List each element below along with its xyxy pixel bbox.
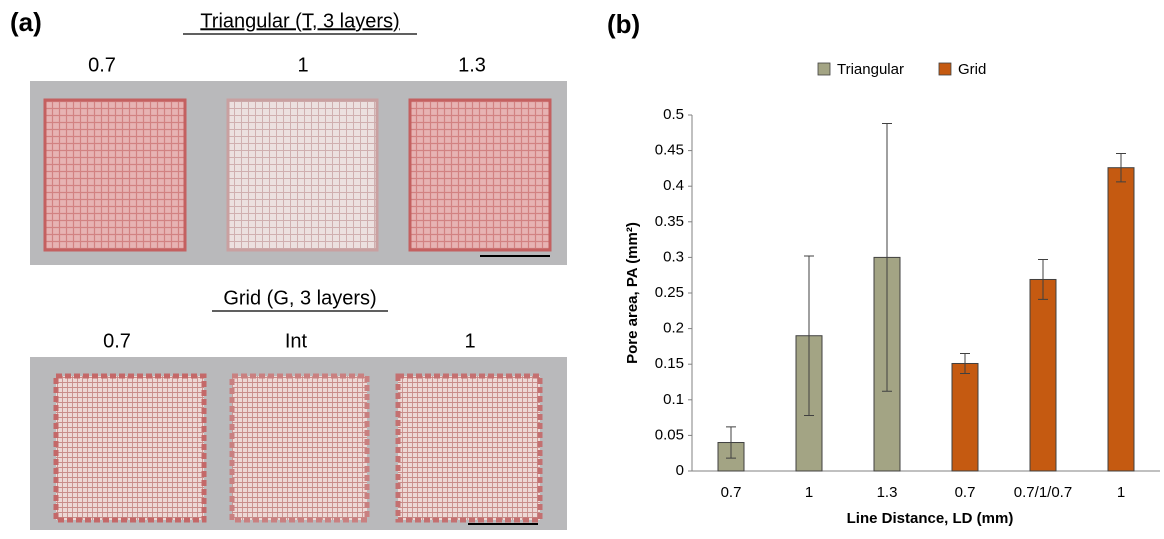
x-tick-label: 1 [805, 484, 813, 501]
panel-label: (a) [10, 7, 42, 37]
bar [1030, 279, 1056, 471]
y-tick-label: 0.45 [655, 142, 684, 159]
sample [45, 100, 185, 250]
section-title: Triangular (T, 3 layers) [200, 10, 399, 32]
y-axis-label: Pore area, PA (mm²) [624, 222, 641, 364]
x-tick-label: 0.7 [721, 484, 742, 501]
y-tick-label: 0.35 [655, 213, 684, 230]
sample-label: 1.3 [458, 54, 486, 76]
y-tick-label: 0.2 [663, 320, 684, 337]
legend-swatch [939, 63, 951, 75]
sample-label: 1 [464, 330, 475, 352]
x-tick-label: 0.7/1/0.7 [1014, 484, 1072, 501]
panel-label: (b) [607, 9, 640, 39]
y-tick-label: 0.5 [663, 106, 684, 123]
sample [56, 376, 204, 520]
sample-label: 0.7 [103, 330, 131, 352]
legend-swatch [818, 63, 830, 75]
x-tick-label: 1.3 [877, 484, 898, 501]
y-tick-label: 0 [676, 462, 684, 479]
sample [398, 376, 540, 520]
sample-label: Int [285, 330, 308, 352]
y-tick-label: 0.15 [655, 355, 684, 372]
sample-label: 0.7 [88, 54, 116, 76]
x-tick-label: 0.7 [955, 484, 976, 501]
x-axis-label: Line Distance, LD (mm) [847, 510, 1014, 527]
y-tick-label: 0.05 [655, 426, 684, 443]
y-tick-label: 0.4 [663, 177, 684, 194]
y-tick-label: 0.25 [655, 284, 684, 301]
sample [232, 376, 367, 520]
section-title: Grid (G, 3 layers) [223, 287, 376, 309]
legend-label: Triangular [837, 61, 904, 78]
sample [228, 100, 377, 250]
sample-label: 1 [297, 54, 308, 76]
bar [952, 363, 978, 471]
sample [410, 100, 550, 250]
y-tick-label: 0.3 [663, 248, 684, 265]
x-tick-label: 1 [1117, 484, 1125, 501]
legend-label: Grid [958, 61, 986, 78]
figure: (a) Triangular (T, 3 layers) 0.7 1 1.3 G… [0, 0, 1164, 534]
y-tick-label: 0.1 [663, 391, 684, 408]
bar [1108, 168, 1134, 471]
